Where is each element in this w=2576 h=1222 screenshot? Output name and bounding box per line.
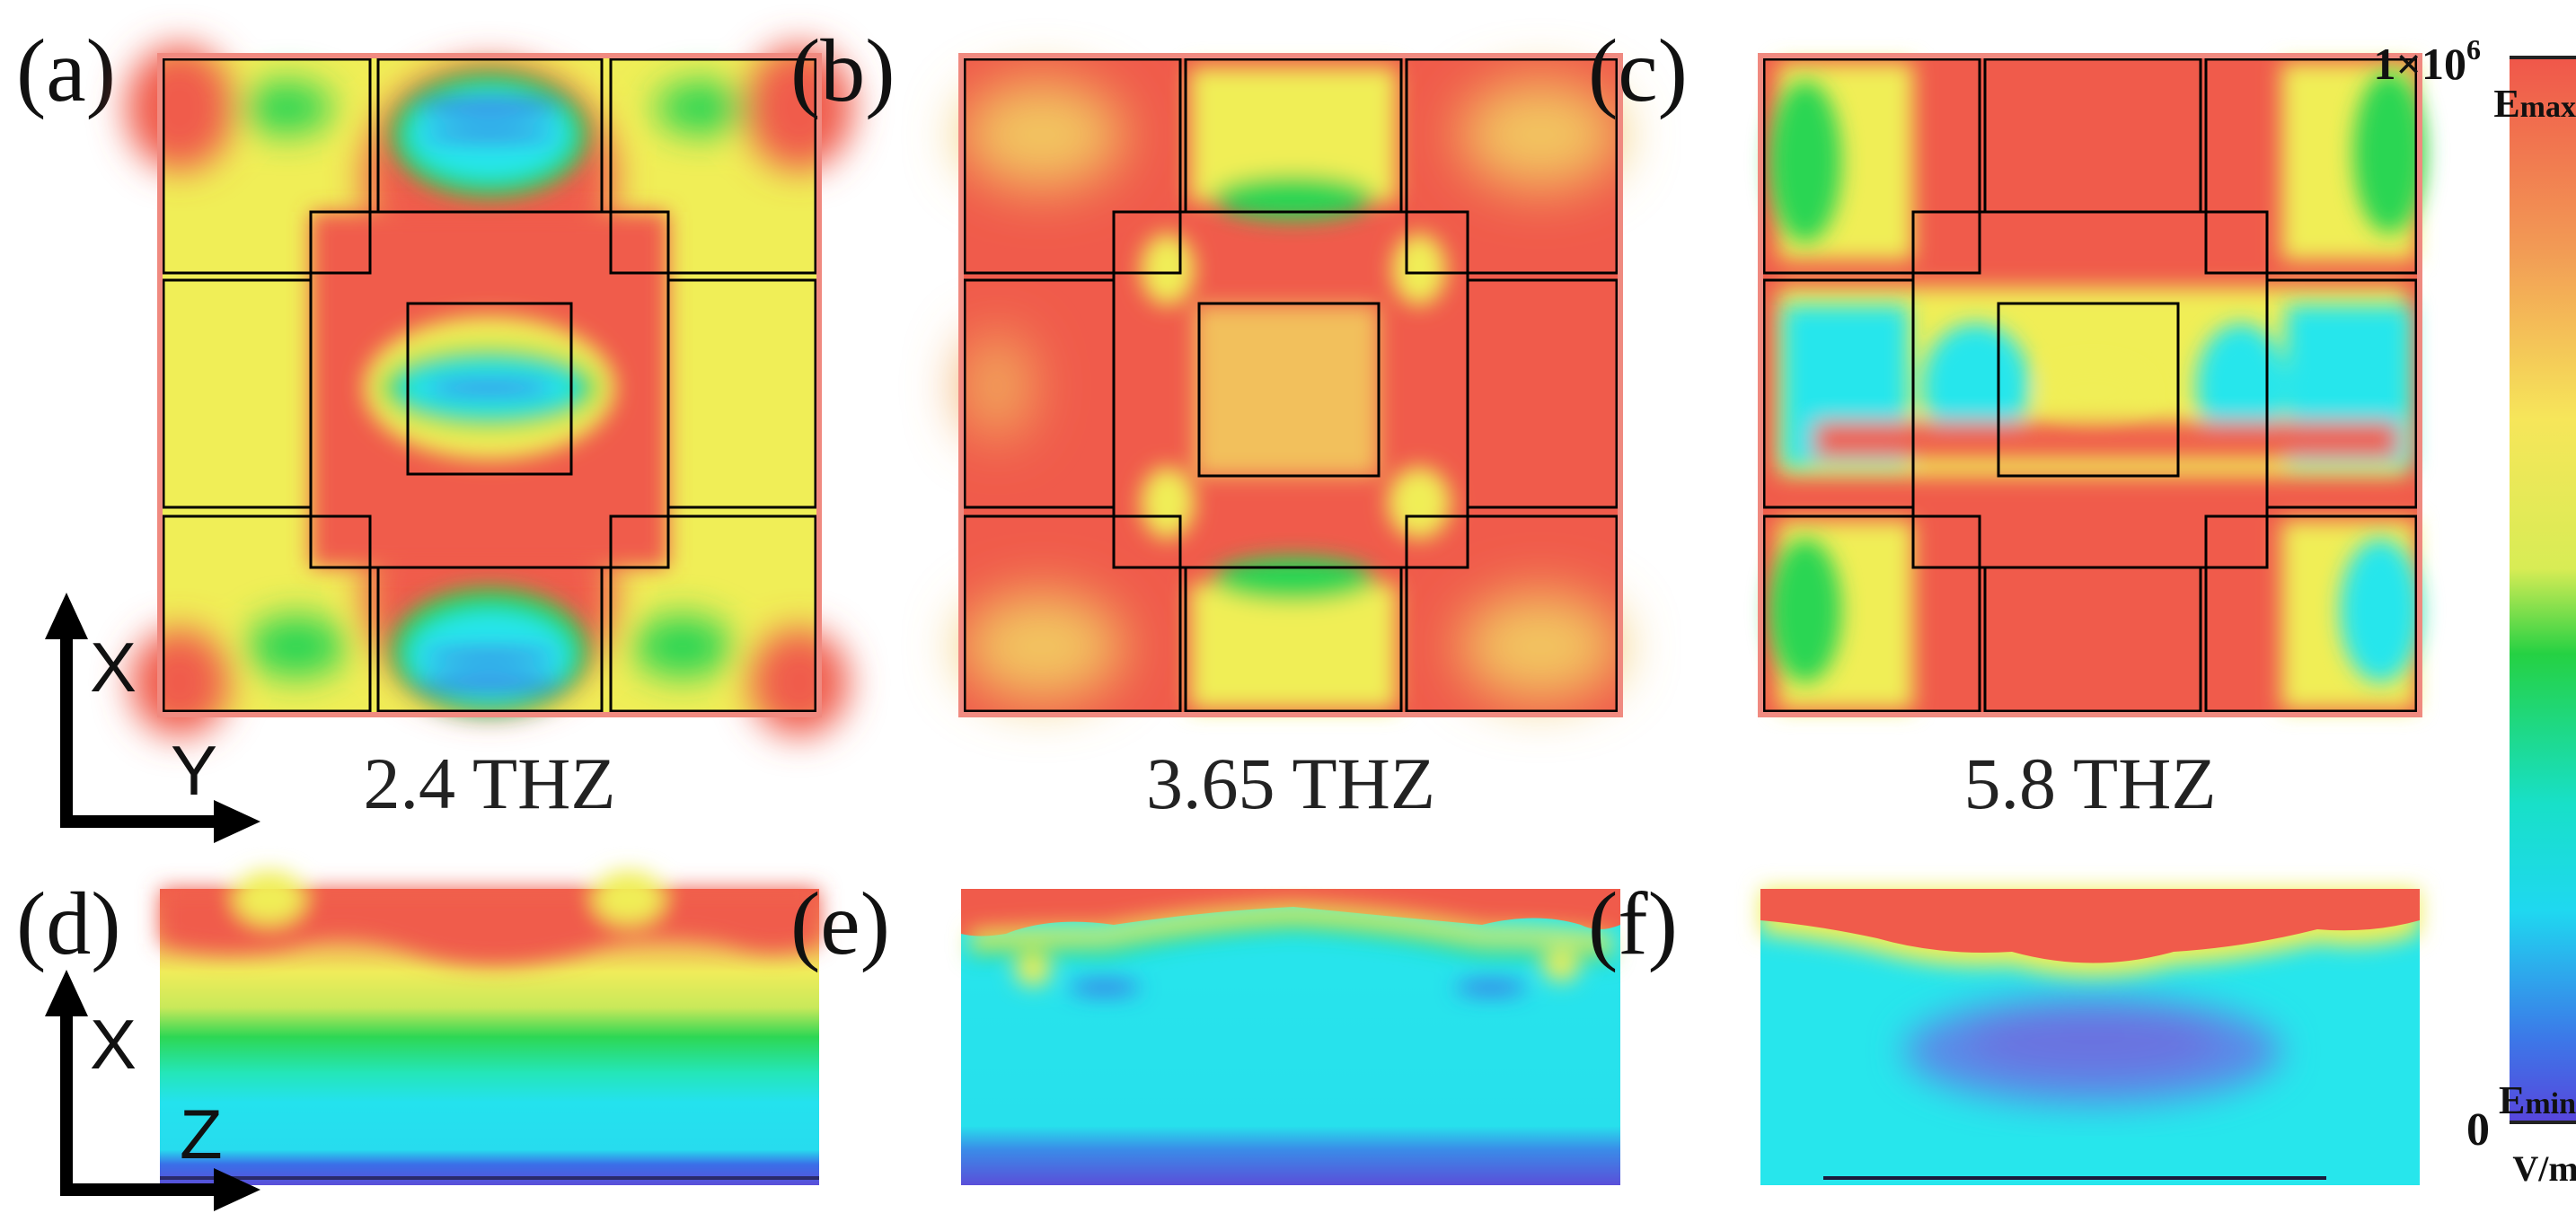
panel-label-b: (b) [790, 21, 895, 120]
field-map-e [961, 889, 1620, 1185]
colorbar-emin-label: Emin [2499, 1078, 2576, 1122]
colorbar-unit: V/m [2512, 1148, 2576, 1189]
frequency-label-b: 3.65 THZ [1146, 743, 1435, 824]
panel-e: (e) [790, 874, 1620, 1185]
field-map-c [1758, 53, 2425, 717]
axis-label-top-horizontal: Y [171, 731, 217, 810]
panel-label-a: (a) [16, 21, 116, 120]
field-map-f [1760, 889, 2420, 1185]
colorbar: 1×106 0 [2374, 33, 2576, 1156]
panel-label-c: (c) [1588, 21, 1688, 120]
colorbar-min-value: 0 [2466, 1104, 2490, 1156]
panel-c: (c) [1588, 21, 2425, 824]
colorbar-ramp [2510, 56, 2576, 1124]
frequency-label-a: 2.4 THZ [364, 743, 616, 824]
panel-f: (f) [1588, 874, 2420, 1185]
panel-a: (a) [16, 21, 853, 824]
axis-label-top-vertical: X [90, 628, 137, 707]
panel-d: (d) [16, 871, 819, 1185]
axes-indicator-top: X Y [45, 593, 260, 843]
field-map-a [126, 45, 853, 736]
colorbar-max-value: 1×106 [2374, 33, 2482, 89]
panel-label-e: (e) [790, 874, 890, 973]
colorbar-emax-label: Emax [2493, 82, 2576, 126]
panel-b: (b) [790, 21, 1623, 824]
frequency-label-c: 5.8 THZ [1964, 743, 2217, 824]
field-map-b [958, 53, 1623, 717]
panel-label-d: (d) [16, 874, 121, 973]
panel-label-f: (f) [1588, 874, 1678, 973]
axis-label-bottom-vertical: X [90, 1005, 137, 1084]
axes-indicator-bottom: X Z [45, 970, 260, 1211]
axis-label-bottom-horizontal: Z [180, 1095, 223, 1174]
field-map-d [160, 871, 819, 1185]
